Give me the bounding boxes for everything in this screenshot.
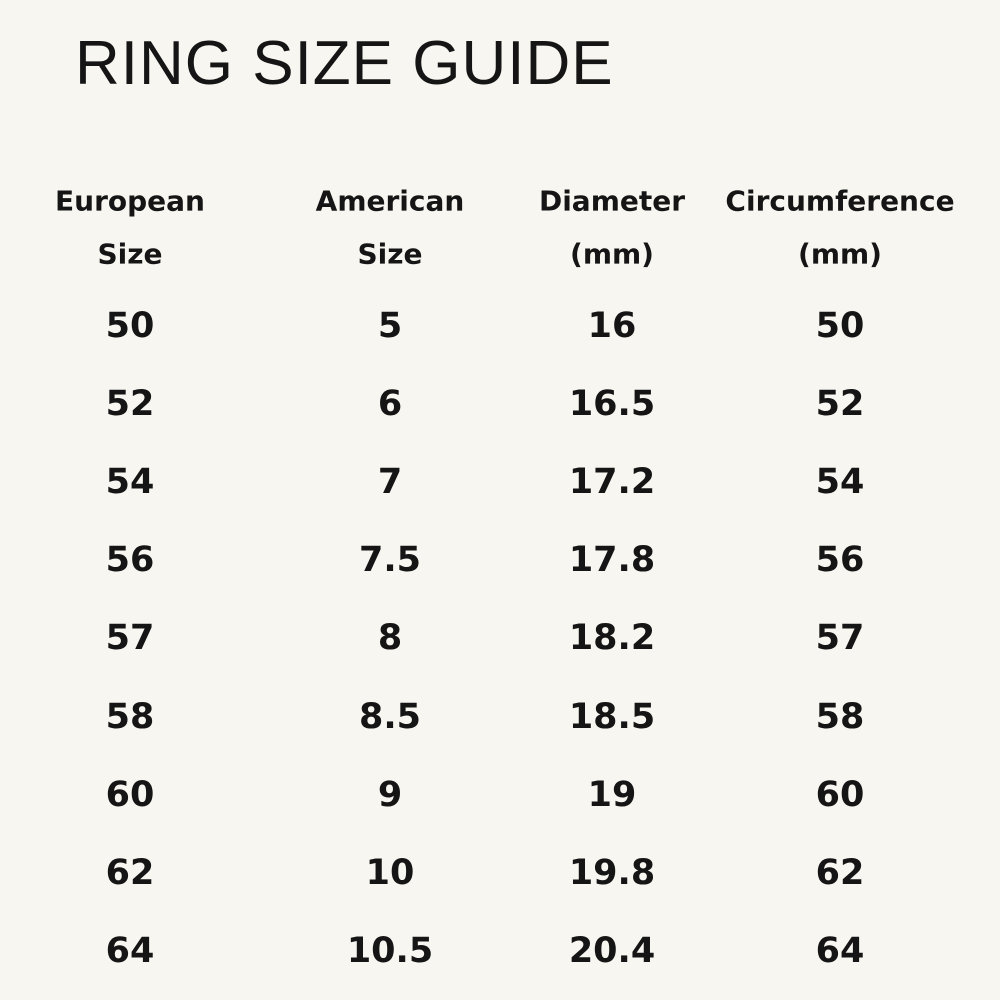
table-cell: 52: [815, 384, 865, 425]
table-cell: 57: [105, 618, 155, 659]
table-cell: 18.5: [568, 696, 656, 737]
table-cell: 64: [105, 930, 155, 971]
column-header: European: [55, 184, 205, 218]
column-header: Diameter: [538, 184, 686, 218]
table-cell: 62: [105, 852, 155, 893]
table-cell: 10: [365, 852, 415, 893]
column-header: (mm): [798, 237, 882, 271]
table-cell: 52: [105, 384, 155, 425]
table-cell: 19: [587, 774, 637, 815]
table-cell: 62: [815, 852, 865, 893]
column-header: (mm): [570, 237, 654, 271]
table-cell: 57: [815, 618, 865, 659]
table-cell: 58: [815, 696, 865, 737]
table-cell: 10.5: [346, 930, 434, 971]
table-cell: 18.2: [568, 618, 656, 659]
table-cell: 17.2: [568, 462, 656, 503]
table-cell: 50: [815, 306, 865, 346]
table-cell: 20.4: [568, 930, 656, 971]
table-cell: 16: [587, 306, 637, 346]
table-cell: 60: [105, 774, 155, 815]
table-cell: 19.8: [568, 852, 656, 893]
table-cell: 9: [377, 774, 403, 815]
table-cell: 8.5: [358, 696, 422, 737]
table-cell: 56: [105, 540, 155, 581]
column-header: Size: [357, 237, 423, 271]
table-cell: 8: [377, 618, 403, 659]
title: RING SIZE GUIDE: [75, 29, 614, 98]
table-cell: 7.5: [358, 540, 422, 581]
table-cell: 54: [105, 462, 155, 503]
table-cell: 17.8: [568, 540, 656, 581]
table-cell: 64: [815, 930, 865, 971]
table-cell: 50: [105, 306, 155, 346]
table-cell: 58: [105, 696, 155, 737]
column-header: American: [315, 184, 465, 218]
table-cell: 7: [377, 462, 403, 503]
column-header: Circumference: [725, 184, 955, 218]
column-header: Size: [97, 237, 163, 271]
table-cell: 54: [815, 462, 865, 503]
table-cell: 16.5: [568, 384, 656, 425]
table-cell: 5: [377, 306, 403, 346]
table-cell: 6: [377, 384, 403, 425]
table-cell: 60: [815, 774, 865, 815]
table-cell: 56: [815, 540, 865, 581]
